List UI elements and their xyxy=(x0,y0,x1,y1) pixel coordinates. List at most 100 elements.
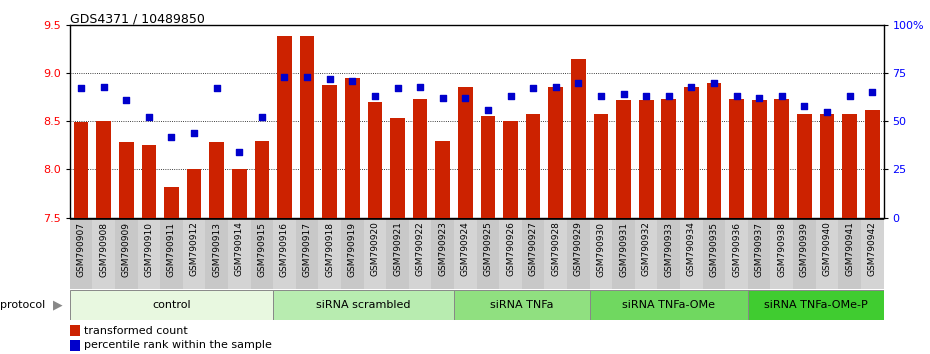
Text: GSM790912: GSM790912 xyxy=(190,222,199,276)
Bar xyxy=(838,219,861,289)
Bar xyxy=(413,99,428,218)
Point xyxy=(729,93,744,99)
Bar xyxy=(255,141,269,218)
FancyBboxPatch shape xyxy=(748,290,884,320)
Point xyxy=(525,86,540,91)
Text: GSM790928: GSM790928 xyxy=(551,222,560,276)
FancyBboxPatch shape xyxy=(273,290,454,320)
Bar xyxy=(725,219,748,289)
Text: protocol: protocol xyxy=(0,300,46,310)
Text: GSM790934: GSM790934 xyxy=(687,222,696,276)
Point xyxy=(616,91,631,97)
Point xyxy=(209,86,224,91)
Text: GSM790931: GSM790931 xyxy=(619,222,628,276)
Bar xyxy=(277,36,292,218)
Point xyxy=(639,93,654,99)
Bar xyxy=(209,142,224,218)
Text: GSM790914: GSM790914 xyxy=(234,222,244,276)
Point xyxy=(277,74,292,80)
Bar xyxy=(141,145,156,218)
Text: GSM790907: GSM790907 xyxy=(76,222,86,276)
Bar xyxy=(729,99,744,218)
FancyBboxPatch shape xyxy=(590,290,748,320)
Point xyxy=(775,93,790,99)
Point xyxy=(481,107,496,113)
Text: GSM790927: GSM790927 xyxy=(528,222,538,276)
Bar xyxy=(232,170,246,218)
Text: ▶: ▶ xyxy=(53,299,62,312)
Bar xyxy=(861,219,884,289)
Text: GSM790915: GSM790915 xyxy=(258,222,266,276)
Text: GDS4371 / 10489850: GDS4371 / 10489850 xyxy=(70,12,205,25)
Text: GSM790923: GSM790923 xyxy=(438,222,447,276)
Bar xyxy=(341,219,364,289)
Bar xyxy=(593,114,608,218)
Text: GSM790933: GSM790933 xyxy=(664,222,673,276)
Text: GSM790938: GSM790938 xyxy=(777,222,786,276)
Point xyxy=(323,76,338,82)
Point xyxy=(751,95,766,101)
Bar xyxy=(115,219,138,289)
Bar xyxy=(476,219,499,289)
Point xyxy=(435,95,450,101)
Text: GSM790918: GSM790918 xyxy=(326,222,334,276)
Text: siRNA TNFa-OMe: siRNA TNFa-OMe xyxy=(622,300,715,310)
Bar xyxy=(183,219,206,289)
Bar xyxy=(658,219,680,289)
Bar xyxy=(454,219,476,289)
Bar xyxy=(843,114,857,218)
Bar xyxy=(481,116,496,218)
Bar xyxy=(138,219,160,289)
Bar xyxy=(612,219,635,289)
Text: GSM790913: GSM790913 xyxy=(212,222,221,276)
FancyBboxPatch shape xyxy=(454,290,590,320)
Text: GSM790935: GSM790935 xyxy=(710,222,719,276)
Bar xyxy=(661,99,676,218)
Bar xyxy=(409,219,432,289)
Text: GSM790925: GSM790925 xyxy=(484,222,492,276)
Bar xyxy=(499,219,522,289)
Text: GSM790926: GSM790926 xyxy=(506,222,515,276)
Bar xyxy=(770,219,793,289)
Point xyxy=(164,134,179,139)
Point xyxy=(503,93,518,99)
Point xyxy=(390,86,405,91)
Bar xyxy=(549,87,563,218)
Text: GSM790910: GSM790910 xyxy=(144,222,153,276)
Bar xyxy=(345,78,360,218)
Text: GSM790916: GSM790916 xyxy=(280,222,289,276)
Bar xyxy=(318,219,341,289)
Bar xyxy=(70,219,92,289)
Point xyxy=(345,78,360,84)
Bar xyxy=(97,121,111,218)
Bar xyxy=(299,36,314,218)
Bar xyxy=(819,114,834,218)
Bar xyxy=(567,219,590,289)
Bar xyxy=(775,99,790,218)
Point xyxy=(255,115,270,120)
Text: GSM790924: GSM790924 xyxy=(461,222,470,276)
Bar xyxy=(544,219,567,289)
Point xyxy=(141,115,156,120)
Bar xyxy=(73,122,88,218)
Bar xyxy=(432,219,454,289)
Text: siRNA scrambled: siRNA scrambled xyxy=(316,300,411,310)
Bar xyxy=(367,102,382,218)
Point xyxy=(661,93,676,99)
Text: GSM790919: GSM790919 xyxy=(348,222,357,276)
Bar xyxy=(323,85,337,218)
Text: GSM790942: GSM790942 xyxy=(868,222,877,276)
Bar xyxy=(206,219,228,289)
Point xyxy=(684,84,698,89)
Bar xyxy=(797,114,812,218)
Point xyxy=(593,93,608,99)
Text: GSM790929: GSM790929 xyxy=(574,222,583,276)
Text: GSM790937: GSM790937 xyxy=(754,222,764,276)
FancyBboxPatch shape xyxy=(70,290,273,320)
Bar xyxy=(707,82,722,218)
Text: siRNA TNFa: siRNA TNFa xyxy=(490,300,553,310)
Text: GSM790921: GSM790921 xyxy=(393,222,402,276)
Bar xyxy=(525,114,540,218)
Bar xyxy=(680,219,703,289)
Bar xyxy=(160,219,183,289)
